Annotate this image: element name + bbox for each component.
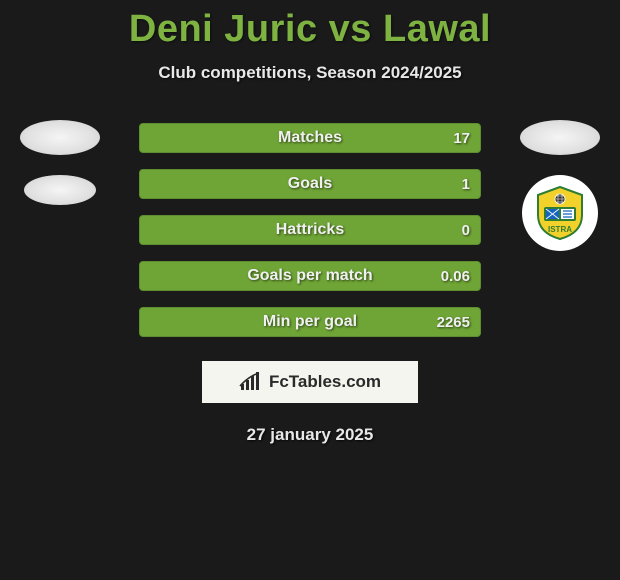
stat-label: Min per goal (263, 313, 357, 331)
stat-value: 17 (453, 130, 470, 147)
svg-text:ISTRA: ISTRA (548, 225, 572, 234)
date-label: 27 january 2025 (0, 425, 620, 445)
player-left-badge (20, 120, 100, 280)
stat-value: 2265 (437, 314, 470, 331)
ellipse-placeholder-icon (24, 175, 96, 205)
stat-row: Goals per match 0.06 (139, 261, 481, 291)
stat-value: 1 (462, 176, 470, 193)
stat-label: Goals (288, 175, 332, 193)
page-title: Deni Juric vs Lawal (0, 0, 620, 51)
brand-text: FcTables.com (269, 372, 381, 392)
stat-row: Goals 1 (139, 169, 481, 199)
stat-label: Hattricks (276, 221, 344, 239)
chart-bars-icon (239, 372, 263, 392)
stat-label: Matches (278, 129, 342, 147)
stat-row: Min per goal 2265 (139, 307, 481, 337)
club-crest-icon: ISTRA (522, 175, 598, 251)
stat-row: Hattricks 0 (139, 215, 481, 245)
stat-value: 0.06 (441, 268, 470, 285)
subtitle: Club competitions, Season 2024/2025 (0, 63, 620, 83)
player-right-badge: ISTRA (520, 120, 600, 280)
stat-value: 0 (462, 222, 470, 239)
ellipse-placeholder-icon (520, 120, 600, 155)
brand-attribution: FcTables.com (202, 361, 418, 403)
ellipse-placeholder-icon (20, 120, 100, 155)
stat-label: Goals per match (247, 267, 372, 285)
stat-row: Matches 17 (139, 123, 481, 153)
